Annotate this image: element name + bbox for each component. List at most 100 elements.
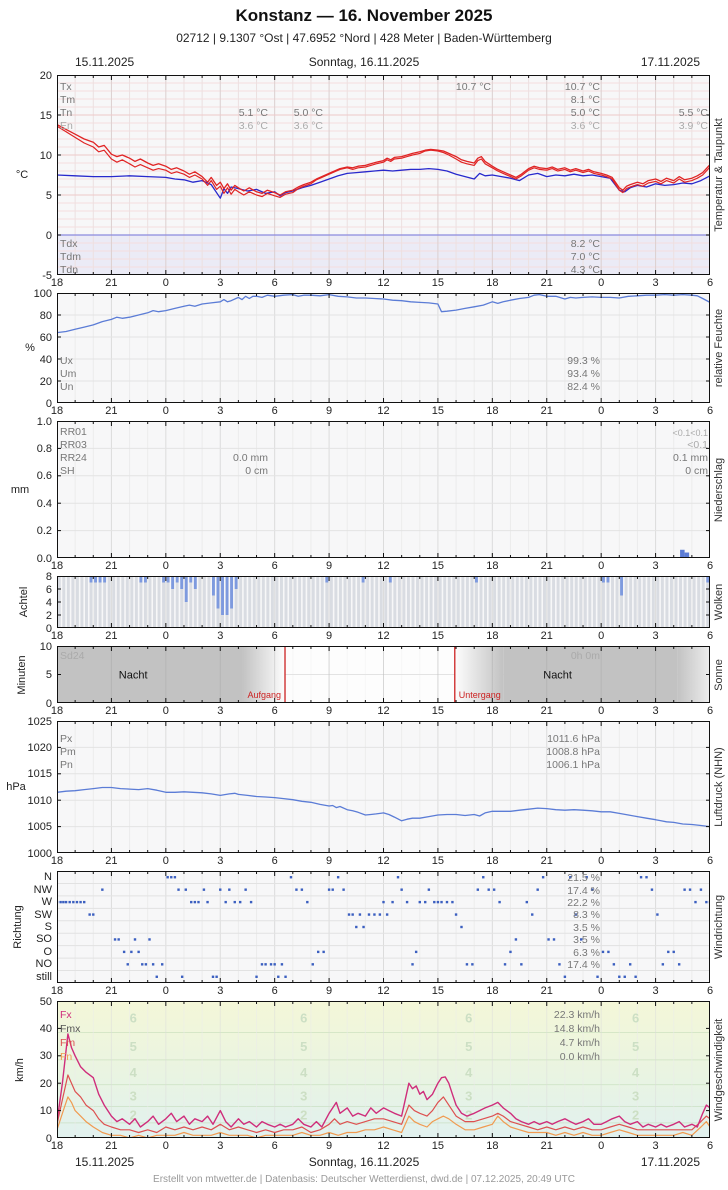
panel-right-label: Niederschlag bbox=[713, 457, 725, 522]
y-tick-label: 0.0 bbox=[36, 552, 52, 565]
x-tick-label: 12 bbox=[377, 705, 390, 717]
x-tick-label: 0 bbox=[162, 1140, 169, 1152]
y-tick-label: 1015 bbox=[27, 768, 52, 781]
stat-value: 8.1 °C bbox=[570, 94, 600, 106]
x-tick-label: 0 bbox=[162, 705, 169, 717]
stat-label: RR24 bbox=[60, 452, 87, 464]
y-tick-label: 0 bbox=[45, 1132, 52, 1145]
x-tick-label: 3 bbox=[652, 405, 659, 417]
x-tick-label: 0 bbox=[162, 985, 169, 997]
x-tick-label: 15 bbox=[431, 855, 445, 867]
stat-value: 1008.8 hPa bbox=[546, 746, 600, 758]
unit-label: Richtung bbox=[12, 905, 24, 949]
stat-label: Tx bbox=[60, 81, 72, 93]
stat-label: Pn bbox=[60, 759, 73, 771]
y-category-label: still bbox=[36, 970, 52, 983]
x-tick-label: 21 bbox=[105, 630, 118, 642]
stat-value: 8.3 % bbox=[573, 909, 600, 921]
stat-label: Fmx bbox=[60, 1023, 81, 1035]
unit-label: Minuten bbox=[16, 654, 28, 695]
svg-text:2: 2 bbox=[130, 1108, 137, 1123]
stat-label: Tdm bbox=[60, 251, 81, 263]
y-tick-label: 1000 bbox=[27, 847, 52, 860]
page-title: Konstanz — 16. November 2025 bbox=[235, 6, 493, 25]
svg-text:5: 5 bbox=[465, 1039, 472, 1054]
x-tick-label: 15 bbox=[431, 1140, 445, 1152]
x-tick-label: 12 bbox=[377, 855, 390, 867]
x-tick-label: 21 bbox=[105, 277, 118, 289]
x-tick-label: 18 bbox=[50, 405, 64, 417]
x-tick-label: 6 bbox=[271, 405, 278, 417]
stat-label: Un bbox=[60, 381, 74, 393]
y-tick-label: 0.6 bbox=[36, 470, 52, 483]
x-tick-label: 6 bbox=[271, 705, 278, 717]
x-tick-label: 6 bbox=[706, 855, 714, 867]
clouds-plot bbox=[57, 576, 710, 628]
y-tick-label: 15 bbox=[39, 109, 52, 122]
svg-text:5: 5 bbox=[632, 1039, 639, 1054]
y-tick-label: 20 bbox=[39, 375, 52, 388]
y-tick-label: 1010 bbox=[27, 794, 52, 807]
x-tick-label: 3 bbox=[652, 277, 659, 289]
temperature-plot bbox=[57, 75, 710, 275]
panel-sun: Nacht Nacht Aufgang Untergang 10 5 0 Minuten Son… bbox=[0, 641, 728, 718]
stat-value: 17.4 % bbox=[567, 885, 600, 897]
svg-text:3: 3 bbox=[632, 1089, 639, 1104]
stat-value: 3.5 % bbox=[573, 922, 600, 934]
precipitation-plot bbox=[57, 421, 710, 558]
stat-value: 0h 0m bbox=[570, 650, 600, 662]
panel-pressure: 1025 1020 1015 1010 1005 1000 hPa Luftdruck (NH… bbox=[0, 716, 728, 868]
x-tick-label: 3 bbox=[217, 630, 224, 642]
y-category-label: S bbox=[44, 921, 52, 933]
stat-label: Um bbox=[60, 368, 77, 380]
panel-humidity: 100 80 60 40 20 0% relative Feuchte 18 21 0 3 6 9 12 1… bbox=[0, 288, 728, 418]
y-tick-label: 5 bbox=[45, 189, 52, 202]
y-tick-label: 60 bbox=[39, 331, 52, 344]
x-tick-label: 21 bbox=[540, 855, 553, 867]
y-category-label: N bbox=[44, 871, 52, 884]
x-tick-label: 3 bbox=[217, 1140, 224, 1152]
svg-text:4: 4 bbox=[130, 1065, 138, 1080]
x-tick-label: 15 bbox=[431, 630, 445, 642]
x-tick-label: 15 bbox=[431, 277, 445, 289]
panel-right-label: Wolken bbox=[713, 583, 725, 621]
stat-label: Tdx bbox=[60, 238, 78, 250]
stat-value: 3.9 °C bbox=[678, 120, 708, 132]
stat-value: 10.7 °C bbox=[564, 81, 600, 93]
stat-value: 0.1 mm bbox=[672, 452, 708, 464]
humidity-plot bbox=[57, 293, 710, 403]
y-tick-label: 20 bbox=[39, 69, 52, 82]
unit-label: mm bbox=[10, 483, 30, 496]
y-tick-label: 40 bbox=[39, 353, 52, 366]
stat-value: 10.7 °C bbox=[455, 81, 491, 93]
x-tick-label: 15 bbox=[431, 560, 445, 572]
x-tick-label: 9 bbox=[326, 277, 333, 289]
x-tick-label: 6 bbox=[706, 560, 714, 572]
x-tick-label: 21 bbox=[540, 560, 553, 572]
stat-value: 0 cm bbox=[245, 465, 268, 477]
y-category-label: NW bbox=[33, 883, 52, 896]
svg-text:6: 6 bbox=[465, 1010, 472, 1025]
x-tick-label: 0 bbox=[162, 855, 169, 867]
date-center: Sonntag, 16.11.2025 bbox=[308, 55, 420, 69]
svg-text:4: 4 bbox=[632, 1065, 640, 1080]
stat-value: 5.1 °C bbox=[238, 107, 268, 119]
x-tick-label: 9 bbox=[326, 855, 333, 867]
stat-value: 0.0 mm bbox=[232, 452, 268, 464]
x-tick-label: 18 bbox=[50, 985, 64, 997]
x-tick-label: 15 bbox=[431, 705, 445, 717]
x-tick-label: 3 bbox=[217, 855, 224, 867]
stat-label: Tn bbox=[60, 107, 73, 119]
stat-label: Sd24 bbox=[60, 650, 85, 662]
x-tick-label: 6 bbox=[706, 277, 714, 289]
unit-label: km/h bbox=[14, 1057, 26, 1082]
stat-value: 17.4 % bbox=[567, 959, 600, 971]
x-tick-label: 21 bbox=[105, 985, 118, 997]
x-tick-label: 21 bbox=[105, 705, 118, 717]
x-tick-label: 0 bbox=[162, 560, 169, 572]
x-tick-label: 18 bbox=[486, 630, 499, 642]
date-right: 17.11.2025 bbox=[640, 55, 700, 69]
x-tick-label: 18 bbox=[486, 705, 499, 717]
svg-text:5: 5 bbox=[300, 1039, 307, 1054]
y-tick-label: 0.4 bbox=[36, 497, 52, 510]
